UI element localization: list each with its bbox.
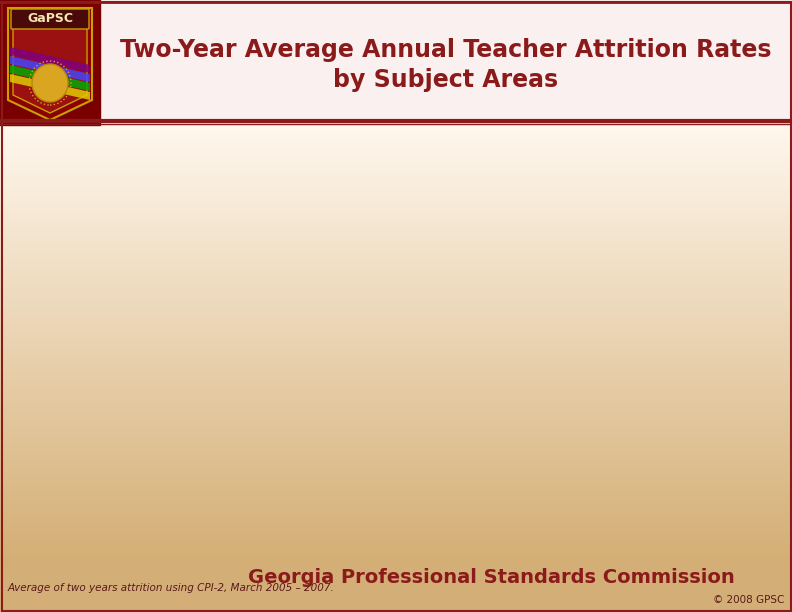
Polygon shape [10, 47, 90, 73]
Text: Average of two years attrition using CPI-2, March 2005 – 2007.: Average of two years attrition using CPI… [8, 583, 335, 593]
Bar [0, 0, 792, 125]
FancyBboxPatch shape [11, 9, 89, 29]
Text: © 2008 GPSC: © 2008 GPSC [713, 595, 784, 605]
Ellipse shape [32, 64, 68, 102]
Text: Georgia Professional Standards Commission: Georgia Professional Standards Commissio… [248, 568, 734, 587]
Polygon shape [10, 74, 90, 100]
Text: Two-Year Average Annual Teacher Attrition Rates: Two-Year Average Annual Teacher Attritio… [120, 39, 771, 62]
Bar [0, 0, 100, 125]
Text: GaPSC: GaPSC [27, 12, 73, 26]
PathPatch shape [8, 8, 92, 120]
Polygon shape [10, 56, 90, 82]
Text: by Subject Areas: by Subject Areas [333, 69, 558, 92]
PathPatch shape [13, 13, 87, 113]
Bar [0, 564, 792, 612]
Polygon shape [10, 65, 90, 91]
